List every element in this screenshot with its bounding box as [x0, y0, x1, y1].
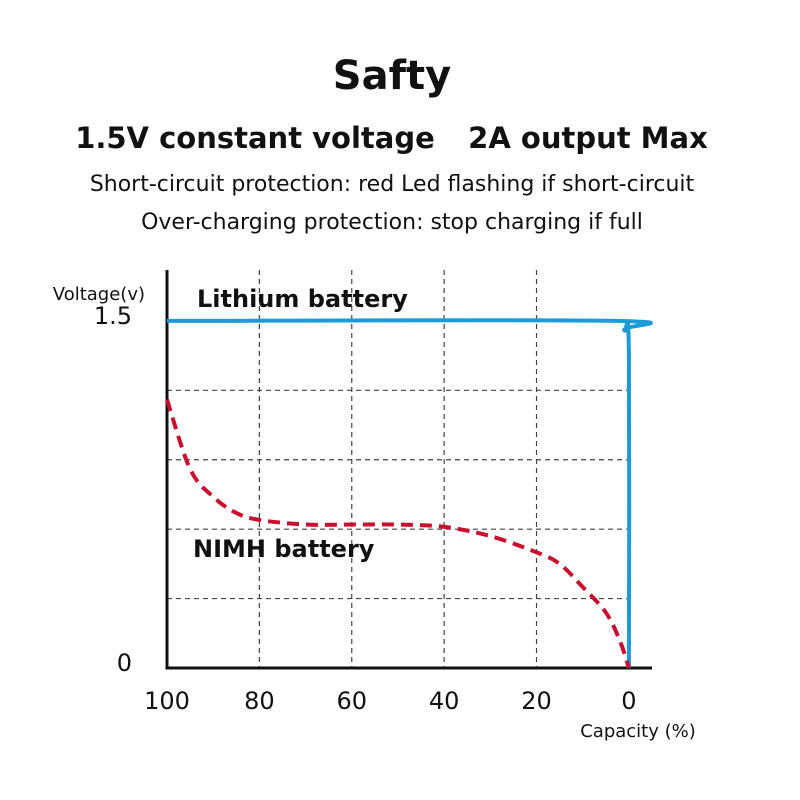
x-tick-label: 40 [429, 687, 460, 715]
y-tick-label: 0 [117, 649, 132, 677]
series-label: Lithium battery [197, 285, 408, 313]
x-tick-label: 60 [336, 687, 367, 715]
chart-title: Safty [333, 53, 451, 99]
y-tick-label: 1.5 [94, 302, 132, 330]
x-tick-label: 100 [144, 687, 190, 715]
note: Over-charging protection: stop charging … [141, 210, 643, 235]
x-tick-label: 0 [621, 687, 636, 715]
series-label: NIMH battery [193, 535, 375, 563]
line-series [165, 398, 631, 669]
x-tick-label: 20 [521, 687, 552, 715]
subtitle: 1.5V constant voltage [75, 121, 435, 155]
note: Short-circuit protection: red Led flashi… [90, 172, 695, 197]
y-axis-label: Voltage(v) [53, 284, 145, 305]
x-tick-label: 80 [244, 687, 275, 715]
subtitle: 2A output Max [468, 121, 708, 155]
x-axis-label: Capacity (%) [580, 721, 696, 742]
line-series [166, 318, 653, 669]
